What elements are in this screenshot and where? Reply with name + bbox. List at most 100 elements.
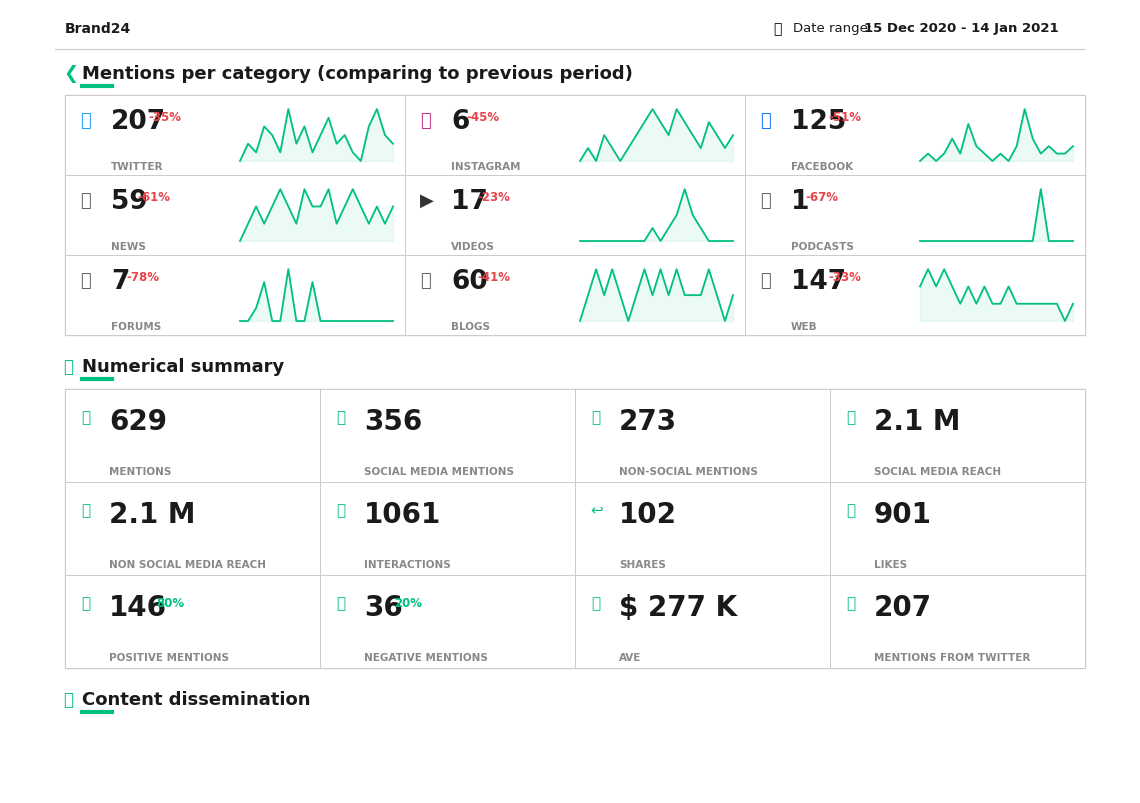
- Text: 📣: 📣: [591, 410, 600, 425]
- Text: Brand24: Brand24: [65, 22, 131, 36]
- Text: -41%: -41%: [477, 271, 510, 283]
- Text: 🐦: 🐦: [80, 112, 91, 130]
- Text: 59: 59: [111, 189, 148, 214]
- Text: Content dissemination: Content dissemination: [82, 690, 310, 708]
- Text: 629: 629: [109, 407, 166, 435]
- Bar: [575, 483, 830, 575]
- Text: 🐦: 🐦: [846, 595, 855, 610]
- Text: 🔗: 🔗: [760, 271, 771, 290]
- Text: NEGATIVE MENTIONS: NEGATIVE MENTIONS: [364, 652, 488, 662]
- Bar: [65, 575, 320, 668]
- Text: SOCIAL MEDIA MENTIONS: SOCIAL MEDIA MENTIONS: [364, 467, 514, 476]
- Bar: [320, 483, 575, 575]
- Bar: [405, 176, 746, 255]
- Text: MENTIONS: MENTIONS: [109, 467, 171, 476]
- Bar: [746, 176, 1085, 255]
- Text: 125: 125: [791, 109, 846, 135]
- Text: 273: 273: [619, 407, 677, 435]
- Bar: [830, 483, 1085, 575]
- Text: VIDEOS: VIDEOS: [451, 242, 495, 251]
- Text: POSITIVE MENTIONS: POSITIVE MENTIONS: [109, 652, 229, 662]
- Text: SHARES: SHARES: [619, 560, 666, 569]
- Text: 📷: 📷: [420, 112, 431, 130]
- Text: 💵: 💵: [591, 595, 600, 610]
- Text: BLOGS: BLOGS: [451, 321, 490, 332]
- Text: -23%: -23%: [477, 191, 510, 204]
- Text: 👍: 👍: [81, 595, 90, 610]
- Text: INTERACTIONS: INTERACTIONS: [364, 560, 450, 569]
- Text: 80%: 80%: [156, 597, 185, 609]
- Text: MENTIONS FROM TWITTER: MENTIONS FROM TWITTER: [874, 652, 1031, 662]
- Bar: [320, 575, 575, 668]
- Text: FACEBOOK: FACEBOOK: [791, 161, 853, 172]
- Text: 146: 146: [109, 593, 166, 622]
- Text: -78%: -78%: [127, 271, 158, 283]
- Text: 👎: 👎: [336, 595, 345, 610]
- Text: 1: 1: [791, 189, 809, 214]
- Text: 📡: 📡: [420, 271, 431, 290]
- Text: LIKES: LIKES: [874, 560, 907, 569]
- Text: $ 277 K: $ 277 K: [619, 593, 738, 622]
- Text: -33%: -33%: [828, 271, 861, 283]
- Text: -61%: -61%: [137, 191, 170, 204]
- Text: 📅: 📅: [773, 22, 781, 36]
- Text: Numerical summary: Numerical summary: [82, 357, 284, 376]
- Text: -51%: -51%: [828, 111, 861, 124]
- Text: 102: 102: [619, 500, 677, 528]
- Text: 1061: 1061: [364, 500, 441, 528]
- Text: PODCASTS: PODCASTS: [791, 242, 854, 251]
- Bar: [830, 389, 1085, 483]
- Text: 15 Dec 2020 - 14 Jan 2021: 15 Dec 2020 - 14 Jan 2021: [864, 22, 1059, 35]
- Text: ❮: ❮: [63, 65, 79, 83]
- Text: NEWS: NEWS: [111, 242, 146, 251]
- Text: 💬: 💬: [80, 271, 91, 290]
- Text: 🔊: 🔊: [760, 192, 771, 210]
- Bar: [65, 389, 1085, 668]
- Text: 356: 356: [364, 407, 422, 435]
- Text: 📊: 📊: [336, 410, 345, 425]
- Text: TWITTER: TWITTER: [111, 161, 163, 172]
- Bar: [405, 255, 746, 336]
- Bar: [575, 389, 830, 483]
- Text: -45%: -45%: [466, 111, 499, 124]
- Text: 36: 36: [364, 593, 402, 622]
- Text: -35%: -35%: [148, 111, 181, 124]
- Text: NON SOCIAL MEDIA REACH: NON SOCIAL MEDIA REACH: [109, 560, 266, 569]
- Text: ▶: ▶: [420, 192, 434, 210]
- Text: WEB: WEB: [791, 321, 817, 332]
- Text: 147: 147: [791, 269, 846, 295]
- Text: SOCIAL MEDIA REACH: SOCIAL MEDIA REACH: [874, 467, 1001, 476]
- Text: 🔖: 🔖: [63, 690, 73, 708]
- Bar: [405, 96, 746, 176]
- Text: INSTAGRAM: INSTAGRAM: [451, 161, 521, 172]
- Text: 🔖: 🔖: [63, 357, 73, 376]
- Text: 17: 17: [451, 189, 488, 214]
- Text: Date range:: Date range:: [793, 22, 877, 35]
- Text: 📶: 📶: [81, 410, 90, 425]
- Text: 207: 207: [111, 109, 166, 135]
- Text: NON-SOCIAL MENTIONS: NON-SOCIAL MENTIONS: [619, 467, 758, 476]
- Bar: [746, 96, 1085, 176]
- Bar: [65, 389, 320, 483]
- Text: 🔀: 🔀: [81, 503, 90, 517]
- Text: 2.1 M: 2.1 M: [109, 500, 195, 528]
- Text: 📡: 📡: [846, 410, 855, 425]
- Text: AVE: AVE: [619, 652, 642, 662]
- Text: 🎯: 🎯: [336, 503, 345, 517]
- Bar: [575, 575, 830, 668]
- Bar: [65, 96, 1085, 336]
- Text: 👍: 👍: [846, 503, 855, 517]
- Text: 20%: 20%: [394, 597, 422, 609]
- Bar: [830, 575, 1085, 668]
- Bar: [65, 255, 405, 336]
- Text: 60: 60: [451, 269, 488, 295]
- Text: -67%: -67%: [805, 191, 838, 204]
- Bar: [65, 176, 405, 255]
- Text: 📰: 📰: [80, 192, 91, 210]
- Bar: [320, 389, 575, 483]
- Bar: [746, 255, 1085, 336]
- Text: 6: 6: [451, 109, 470, 135]
- Text: FORUMS: FORUMS: [111, 321, 161, 332]
- Text: 207: 207: [874, 593, 933, 622]
- Text: 901: 901: [874, 500, 931, 528]
